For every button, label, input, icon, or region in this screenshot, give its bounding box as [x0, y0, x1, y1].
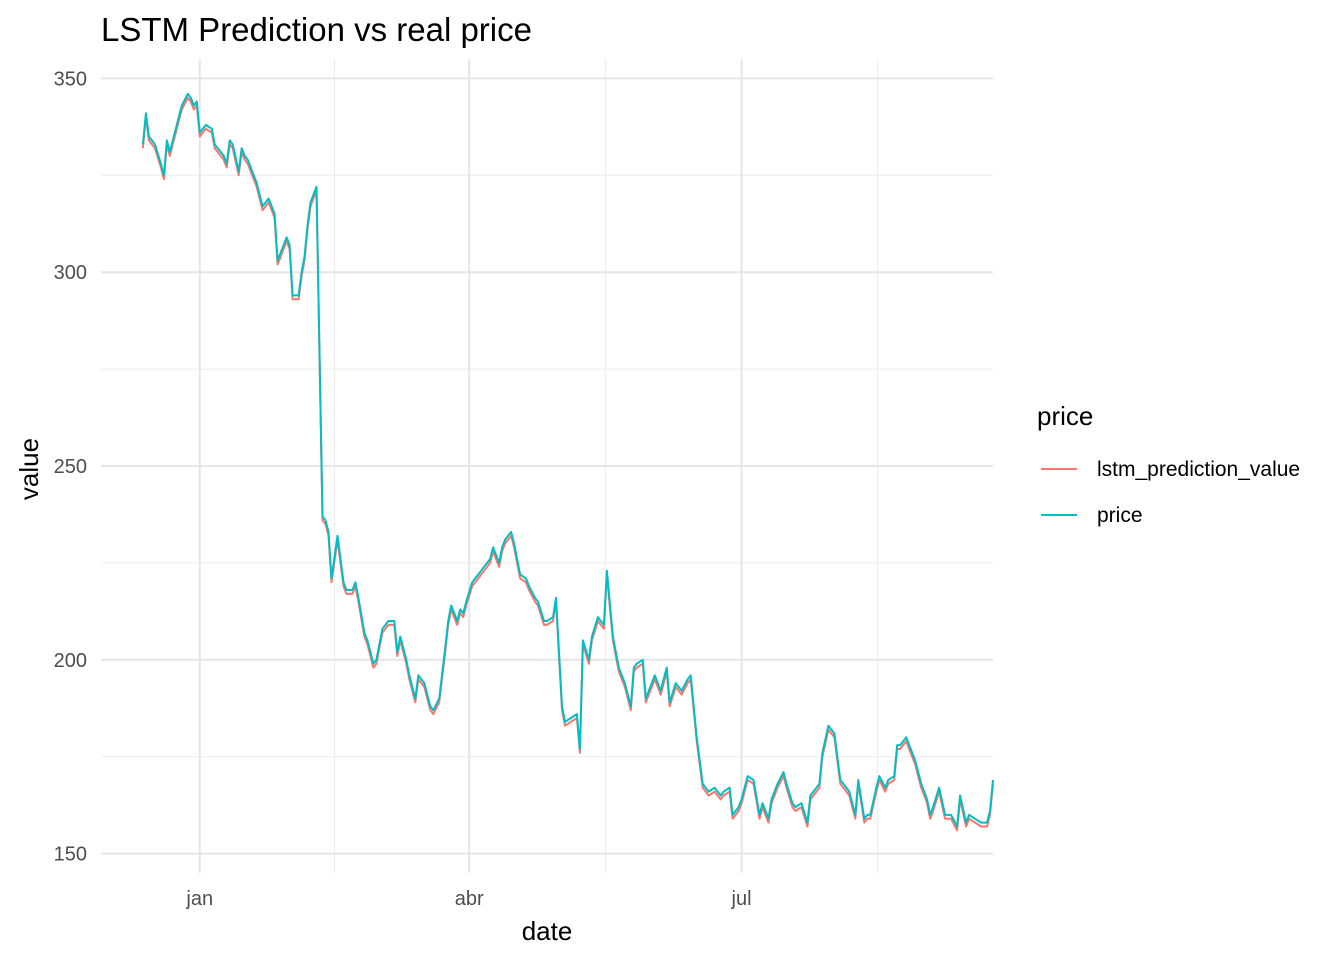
plot-grid — [101, 59, 993, 873]
y-tick-label: 300 — [54, 262, 87, 284]
x-tick-label: abr — [455, 888, 484, 910]
x-tick-label: jan — [185, 888, 213, 910]
legend-title: price — [1037, 401, 1093, 431]
x-axis-ticks: jan abr jul — [185, 888, 751, 910]
x-tick-label: jul — [731, 888, 752, 910]
x-axis-title: date — [522, 916, 573, 946]
y-tick-label: 150 — [54, 844, 87, 866]
y-axis-title: value — [14, 438, 44, 500]
legend-label: price — [1097, 504, 1143, 527]
series-line-price — [143, 94, 993, 827]
y-tick-label: 200 — [54, 650, 87, 672]
y-tick-label: 350 — [54, 68, 87, 90]
chart-title: LSTM Prediction vs real price — [101, 11, 532, 48]
y-tick-label: 250 — [54, 456, 87, 478]
legend-label: lstm_prediction_value — [1097, 458, 1300, 481]
y-axis-ticks: 150 200 250 300 350 — [54, 68, 87, 865]
plot-series — [143, 94, 993, 831]
